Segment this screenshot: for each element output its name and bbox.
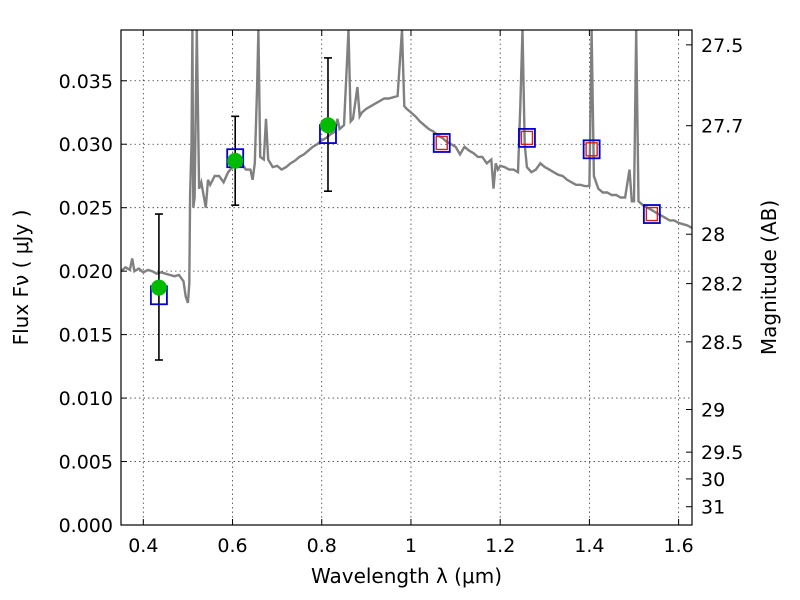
- x-tick-label: 1: [405, 535, 417, 557]
- y-tick-labels: 0.000 0.005 0.010 0.015 0.020 0.025 0.030 0.035: [59, 71, 113, 537]
- right-tick-labels: 27.5 27.7 28 28.2 28.5 29 29.5 30 31: [701, 35, 743, 519]
- error-bars: [154, 57, 332, 361]
- model-point: [432, 133, 451, 153]
- right-tick-label: 27.7: [701, 116, 743, 138]
- observed-point: [319, 117, 336, 134]
- right-axis-title: Magnitude (AB): [757, 200, 781, 355]
- model-point: [582, 139, 601, 160]
- right-tick-label: 28.2: [701, 274, 743, 296]
- observed-point-inner: [520, 130, 534, 146]
- y-tick-label: 0.015: [59, 325, 113, 347]
- model-photometry-squares: [150, 124, 661, 306]
- y-tick-label: 0.025: [59, 198, 113, 220]
- y-tick-label: 0.000: [59, 515, 113, 537]
- model-spectrum-line: [121, 30, 692, 304]
- right-tick-label: 29: [701, 400, 725, 422]
- y-tick-label: 0.010: [59, 388, 113, 410]
- x-tick-label: 0.4: [128, 535, 158, 557]
- x-tick-label: 1.4: [574, 535, 604, 557]
- y-tick-label: 0.035: [59, 71, 113, 93]
- right-tick-label: 28.5: [701, 332, 743, 354]
- x-tick-labels: 0.4 0.6 0.8 1 1.2 1.4 1.6: [128, 535, 694, 557]
- y-tick-label: 0.020: [59, 261, 113, 283]
- grid-lines: [121, 30, 692, 526]
- y-axis-title: Flux Fν ( μJy ): [9, 210, 33, 346]
- observed-point-inner: [645, 206, 659, 222]
- observed-point-inner: [585, 142, 598, 157]
- right-tick-label: 31: [701, 497, 725, 519]
- right-tick-label: 29.5: [701, 442, 743, 464]
- y-tick-label: 0.030: [59, 134, 113, 156]
- x-axis-title: Wavelength λ (μm): [311, 564, 502, 588]
- plot-area: [121, 30, 692, 361]
- model-point: [642, 204, 661, 224]
- y-tick-label: 0.005: [59, 452, 113, 474]
- plot-frame: [120, 29, 693, 526]
- right-tick-label: 28: [701, 224, 725, 246]
- model-point: [518, 127, 536, 148]
- right-tick-label: 27.5: [701, 35, 743, 57]
- observed-point: [227, 152, 244, 169]
- x-tick-label: 1.6: [664, 535, 694, 557]
- observed-photometry-circles: [150, 117, 336, 296]
- x-tick-label: 0.8: [307, 535, 337, 557]
- observed-point: [150, 279, 167, 296]
- right-tick-label: 30: [701, 469, 725, 491]
- x-tick-label: 0.6: [217, 535, 247, 557]
- observed-point-inner: [435, 135, 448, 151]
- axis-ticks: [121, 30, 692, 526]
- x-tick-label: 1.2: [485, 535, 515, 557]
